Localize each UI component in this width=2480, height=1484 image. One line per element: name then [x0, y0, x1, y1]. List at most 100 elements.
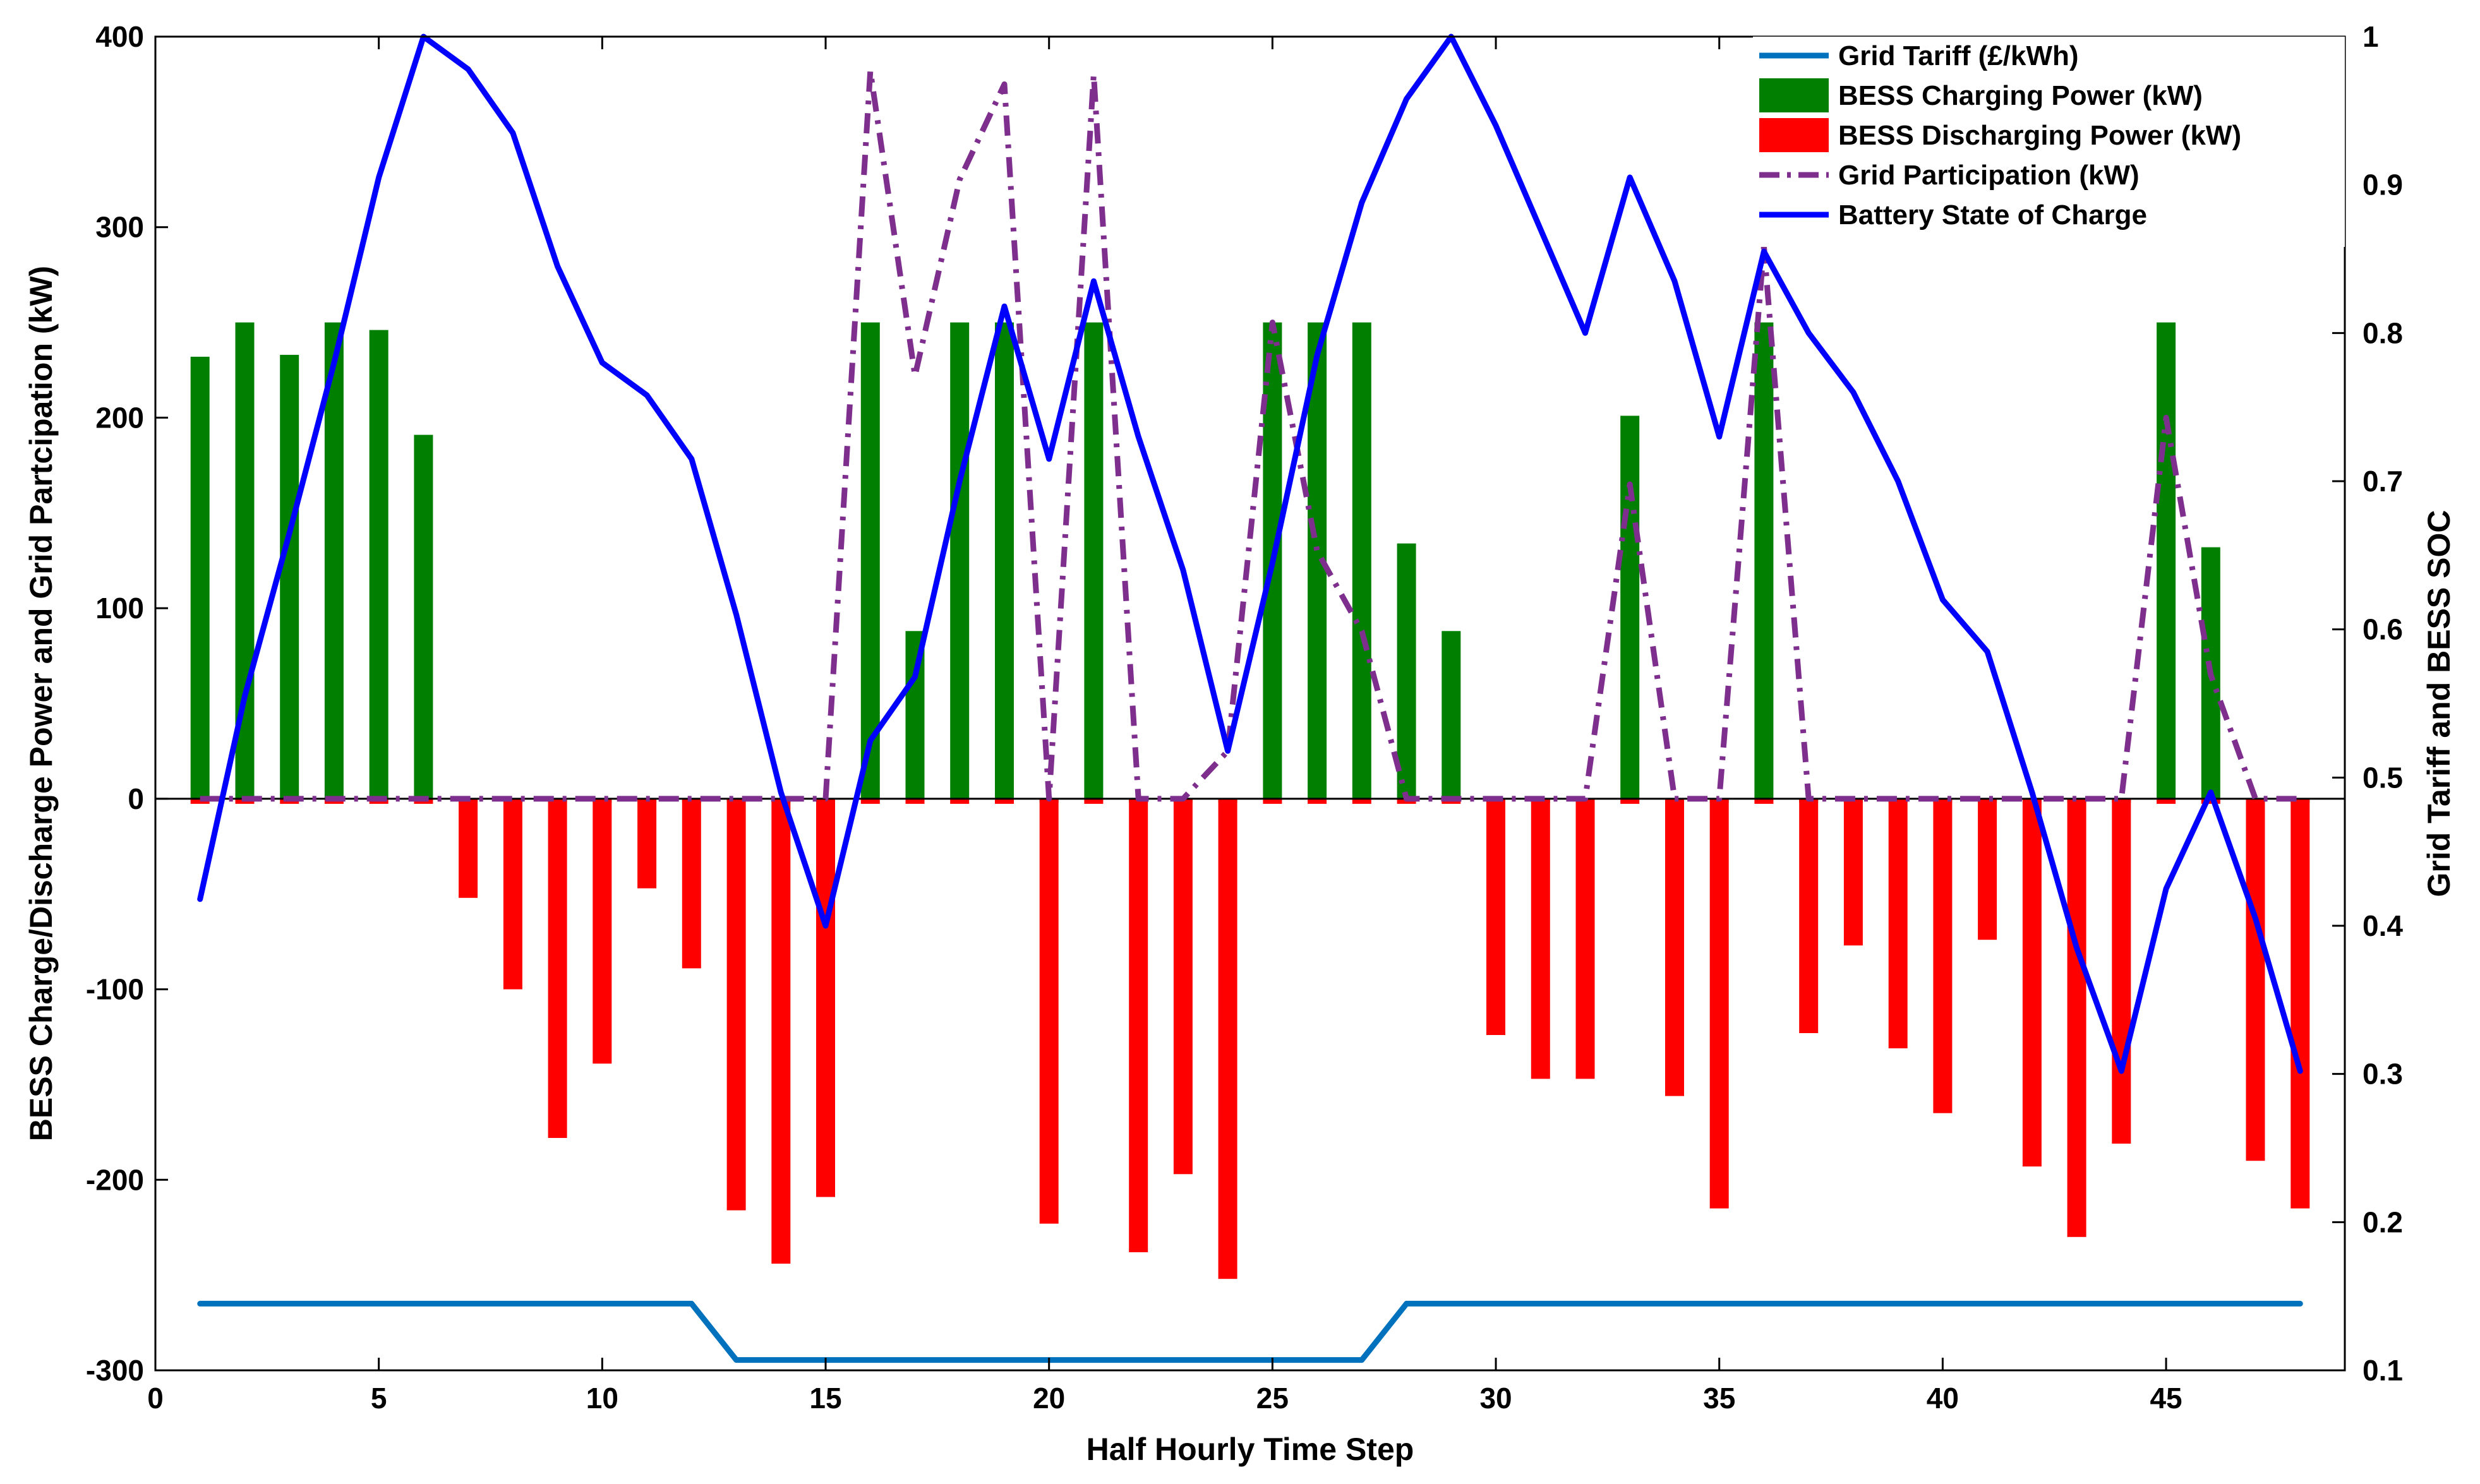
legend-charging-swatch	[1759, 78, 1829, 112]
legend-background	[1753, 37, 2345, 247]
discharging-bar	[2112, 798, 2131, 1144]
legend-label: BESS Charging Power (kW)	[1838, 80, 2203, 111]
y-right-tick-label: 0.1	[2363, 1354, 2403, 1387]
legend-label: Grid Participation (kW)	[1838, 160, 2140, 191]
discharging-bar	[2157, 798, 2176, 804]
y-right-tick-label: 0.9	[2363, 169, 2403, 201]
discharging-bar	[2067, 798, 2086, 1237]
discharging-bar	[1933, 798, 1953, 1113]
charging-bar	[1084, 322, 1104, 799]
y-right-tick-label: 0.8	[2363, 316, 2403, 349]
legend: Grid Tariff (£/kWh) BESS Charging Power (…	[1753, 37, 2345, 247]
discharging-bar	[1978, 798, 1997, 940]
discharging-bar	[1173, 798, 1193, 1175]
y-right-tick-label: 0.3	[2363, 1058, 2403, 1091]
discharging-bar	[726, 798, 746, 1211]
y-right-tick-label: 0.2	[2363, 1206, 2403, 1238]
discharging-bar	[950, 798, 970, 804]
discharging-bar	[1308, 798, 1327, 804]
charging-bar	[1397, 543, 1416, 799]
x-tick-label: 25	[1256, 1382, 1289, 1415]
y-right-tick-label: 1	[2363, 20, 2379, 53]
x-tick-label: 30	[1479, 1382, 1512, 1415]
y-left-tick-label: 0	[128, 782, 144, 815]
charging-bar	[2157, 322, 2176, 799]
discharging-bar	[995, 798, 1014, 804]
charging-bar	[280, 354, 299, 799]
charging-bar	[1754, 322, 1774, 799]
discharging-bar	[1039, 798, 1059, 1224]
discharging-bar	[2201, 798, 2220, 804]
discharging-bar	[1620, 798, 1640, 804]
y-right-tick-label: 0.5	[2363, 761, 2403, 794]
plot-frame	[154, 35, 2346, 1372]
legend-label: Grid Tariff (£/kWh)	[1838, 40, 2079, 71]
y-left-tick-label: -200	[86, 1163, 144, 1196]
discharging-bar	[1531, 798, 1550, 1079]
charging-bar	[190, 356, 210, 799]
y-left-tick-label: 300	[95, 211, 144, 244]
discharging-bar	[2022, 798, 2042, 1167]
x-axis-label: Half Hourly Time Step	[1087, 1432, 1414, 1467]
charging-bar	[1442, 631, 1461, 799]
legend-label: Battery State of Charge	[1838, 200, 2147, 230]
y-left-tick-label: 100	[95, 592, 144, 625]
discharging-bar	[682, 798, 701, 969]
y-right-axis-label: Grid Tariff and BESS SOC	[2421, 510, 2457, 897]
discharging-bar	[905, 798, 925, 804]
charging-bar	[860, 322, 880, 799]
y-right-tick-label: 0.7	[2363, 465, 2403, 498]
charging-bar	[950, 322, 970, 799]
discharging-bar	[1799, 798, 1819, 1033]
discharging-bar	[2246, 798, 2265, 1161]
x-tick-label: 0	[147, 1382, 164, 1415]
discharging-bar	[1084, 798, 1104, 804]
y-right-tick-label: 0.6	[2363, 613, 2403, 646]
legend-label: BESS Discharging Power (kW)	[1838, 120, 2241, 151]
discharging-bar	[860, 798, 880, 804]
discharging-bar	[1843, 798, 1863, 946]
discharging-bar	[1129, 798, 1148, 1252]
y-left-tick-label: -300	[86, 1354, 144, 1387]
legend-discharging-swatch	[1759, 118, 1829, 152]
discharging-bar	[771, 798, 791, 1264]
grid-participation-line	[200, 68, 2301, 802]
y-right-tick-label: 0.4	[2363, 909, 2403, 942]
y-left-tick-label: 400	[95, 20, 144, 53]
discharging-bar	[548, 798, 567, 1138]
battery-soc-line	[197, 33, 2303, 1074]
discharging-bar	[2290, 798, 2310, 1209]
charging-bar	[324, 322, 344, 799]
discharging-bar	[1352, 798, 1371, 804]
discharging-bar	[1218, 798, 1237, 1279]
x-tick-label: 15	[809, 1382, 841, 1415]
x-tick-label: 20	[1033, 1382, 1065, 1415]
discharging-bar	[1888, 798, 1908, 1049]
charging-bar	[414, 434, 433, 799]
discharging-bar	[1754, 798, 1774, 804]
charging-bar	[1352, 322, 1371, 799]
discharging-bar	[816, 798, 835, 1197]
charging-bar	[995, 322, 1014, 799]
y-left-tick-label: -100	[86, 973, 144, 1006]
discharging-bar	[1575, 798, 1595, 1079]
discharging-bar	[1665, 798, 1684, 1096]
lines-layer	[197, 33, 2303, 1363]
discharging-bar	[503, 798, 522, 990]
discharging-bar	[1709, 798, 1729, 1209]
y-left-tick-label: 200	[95, 401, 144, 434]
x-tick-label: 10	[586, 1382, 618, 1415]
charging-bar	[1620, 416, 1640, 799]
y-left-axis-label: BESS Charge/Discharge Power and Grid Par…	[23, 266, 59, 1141]
discharging-bar	[637, 798, 657, 889]
discharging-bar	[593, 798, 612, 1064]
charging-bar	[369, 330, 388, 799]
discharging-bar	[1263, 798, 1282, 804]
grid-tariff-line	[197, 1300, 2303, 1363]
discharging-bar	[1486, 798, 1505, 1035]
x-tick-label: 5	[371, 1382, 387, 1415]
x-tick-label: 40	[1927, 1382, 1959, 1415]
x-tick-label: 35	[1703, 1382, 1735, 1415]
discharging-bar	[459, 798, 478, 898]
